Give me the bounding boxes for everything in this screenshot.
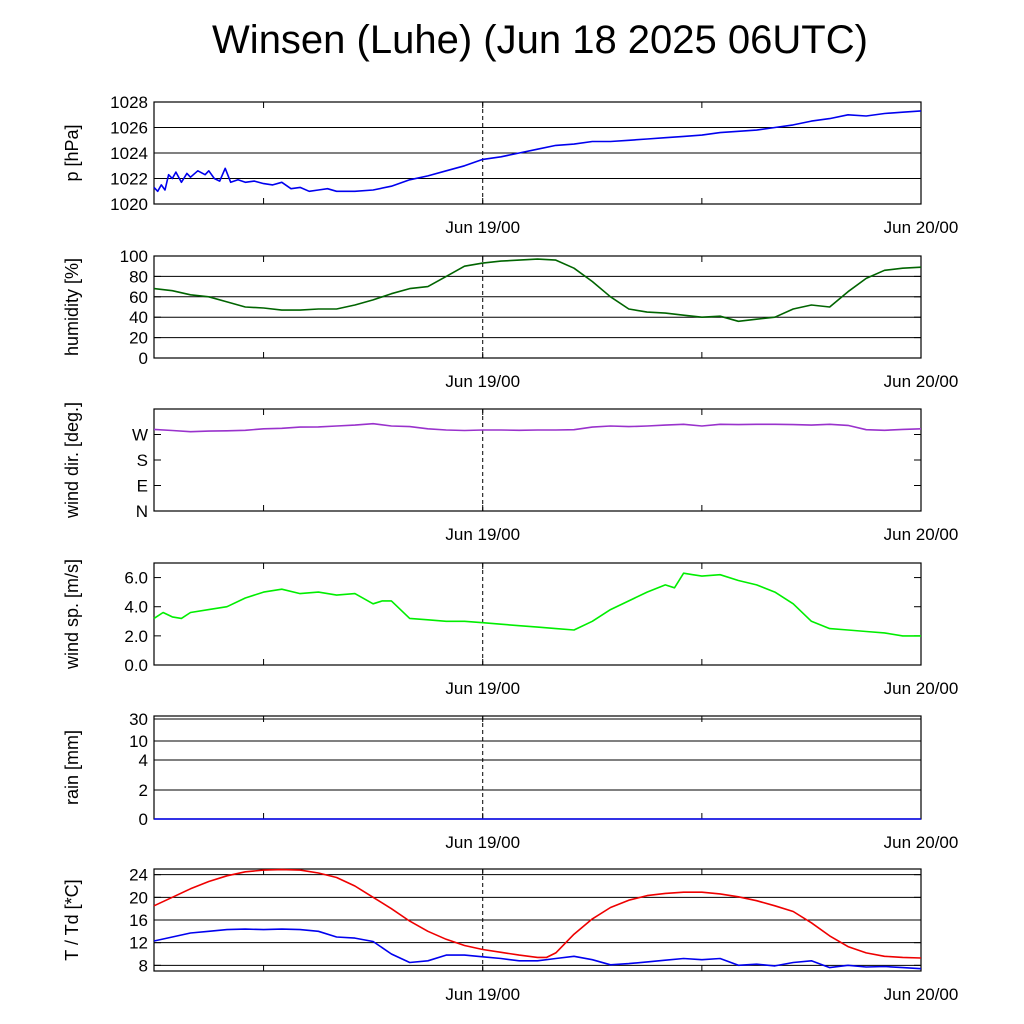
y-tick-label: 80	[129, 267, 148, 286]
y-tick-label: 1020	[110, 195, 148, 214]
panel-1: 1020 1022 1024 1026 1028 p [hPa] Jun 19/00 Jun …	[62, 93, 958, 237]
x-tick-label: Jun 19/00	[445, 218, 520, 237]
y-axis-label: T / Td [*C]	[62, 879, 82, 960]
x-tick-label: Jun 19/00	[445, 833, 520, 852]
y-tick-label: 12	[129, 934, 148, 953]
x-tick-label: Jun 19/00	[445, 679, 520, 698]
y-axis-label: rain [mm]	[62, 730, 82, 805]
y-axis-label: humidity [%]	[62, 258, 82, 356]
x-tick-label: Jun 20/00	[884, 985, 959, 1004]
x-tick-label: Jun 20/00	[884, 525, 959, 544]
y-tick-label: 6.0	[124, 569, 148, 588]
x-tick-label: Jun 20/00	[884, 372, 959, 391]
y-axis-label: wind sp. [m/s]	[62, 559, 82, 670]
y-axis-label: wind dir. [deg.]	[62, 402, 82, 519]
panel-frame	[153, 562, 922, 666]
y-tick-label: 0	[139, 810, 148, 829]
x-tick-label: Jun 20/00	[884, 833, 959, 852]
y-tick-label: 0.0	[124, 656, 148, 675]
y-axis-label: p [hPa]	[62, 124, 82, 181]
y-tick-label: 20	[129, 329, 148, 348]
chart-title: Winsen (Luhe) (Jun 18 2025 06UTC)	[212, 18, 868, 62]
y-tick-label: 1028	[110, 93, 148, 112]
y-tick-label: 16	[129, 911, 148, 930]
series-line-1	[153, 110, 922, 193]
y-tick-label: 1024	[110, 144, 148, 163]
y-tick-label: S	[137, 451, 148, 470]
panel-frame	[153, 715, 922, 820]
x-tick-label: Jun 19/00	[445, 525, 520, 544]
x-tick-label: Jun 19/00	[445, 985, 520, 1004]
y-tick-label: 8	[139, 956, 148, 975]
x-tick-label: Jun 19/00	[445, 372, 520, 391]
panel-6: 8 12 16 20 24 T / Td [*C] Jun 19/00 Jun 20/00	[62, 866, 958, 1004]
series-line-1	[153, 572, 921, 637]
y-tick-label: 60	[129, 288, 148, 307]
y-tick-label: 100	[120, 247, 148, 266]
x-tick-label: Jun 20/00	[884, 218, 959, 237]
series-line-1	[153, 258, 922, 323]
x-tick-label: Jun 20/00	[884, 679, 959, 698]
y-tick-label: W	[132, 426, 148, 445]
y-tick-label: 2	[139, 781, 148, 800]
y-tick-label: E	[137, 477, 148, 496]
y-tick-label: N	[136, 502, 148, 521]
y-tick-label: 24	[129, 866, 148, 885]
series-line-1	[153, 422, 922, 433]
panel-5: 0 2 410 30 rain [mm] Jun 19/00 Jun 20/00	[62, 710, 958, 852]
y-tick-label: 1026	[110, 119, 148, 138]
y-tick-label: 0	[139, 349, 148, 368]
series-line-2	[153, 928, 922, 970]
y-tick-label: 1022	[110, 170, 148, 189]
y-tick-label: 10	[129, 732, 148, 751]
series-line-1	[153, 868, 922, 959]
y-tick-label: 40	[129, 308, 148, 327]
y-tick-label: 20	[129, 888, 148, 907]
y-tick-label: 4.0	[124, 598, 148, 617]
panel-4: 0.0 2.0 4.0 6.0 wind sp. [m/s] Jun 19/00 Jun 2…	[62, 559, 958, 698]
panel-frame	[153, 255, 922, 359]
y-tick-label: 4	[139, 751, 148, 770]
y-tick-label: 2.0	[124, 627, 148, 646]
y-tick-label: 30	[129, 710, 148, 729]
